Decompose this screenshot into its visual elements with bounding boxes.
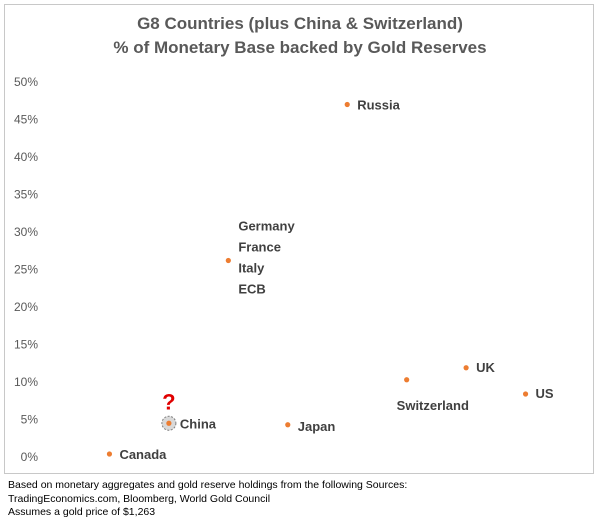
y-tick-label: 10%	[14, 375, 38, 389]
point-canada	[106, 451, 113, 457]
point-label-uk: UK	[476, 360, 495, 375]
point-us	[522, 391, 529, 397]
point-uk	[463, 365, 469, 371]
point-label-us: US	[536, 386, 554, 401]
footnote-line-3: Assumes a gold price of $1,263	[8, 506, 156, 518]
point-russia	[344, 101, 350, 108]
y-tick-label: 25%	[14, 263, 38, 277]
y-axis: 0% 5% 10% 15% 20% 25% 30% 35% 40% 45% 50%	[14, 75, 38, 464]
chart-title-line-1: G8 Countries (plus China & Switzerland)	[137, 14, 463, 33]
point-label-canada: Canada	[119, 447, 167, 462]
point-label-ecb: ECB	[238, 282, 265, 297]
chart-frame	[4, 4, 594, 474]
plot-area: Canada China? Germany France Italy ECB Japan Ru…	[106, 98, 554, 462]
y-tick-label: 40%	[14, 150, 38, 164]
point-label-switzerland: Switzerland	[397, 398, 469, 413]
point-germany	[225, 257, 231, 264]
footnote: Based on monetary aggregates and gold re…	[8, 479, 407, 520]
point-label-russia: Russia	[357, 98, 400, 113]
point-label-japan: Japan	[298, 419, 336, 434]
chart-title-line-2: % of Monetary Base backed by Gold Reserv…	[113, 38, 487, 57]
scatter-chart: 0% 5% 10% 15% 20% 25% 30% 35% 40% 45% 50% Canada Ch…	[14, 75, 554, 464]
question-mark-annotation: ?	[162, 389, 175, 414]
footnote-line-1: Based on monetary aggregates and gold re…	[8, 479, 408, 491]
point-label-italy: Italy	[238, 261, 265, 276]
point-china	[166, 420, 172, 426]
y-tick-label: 45%	[14, 113, 38, 127]
y-tick-label: 0%	[21, 450, 39, 464]
point-label-germany: Germany	[238, 219, 295, 234]
y-tick-label: 5%	[21, 413, 39, 427]
y-tick-label: 30%	[14, 225, 38, 239]
point-label-france: France	[238, 240, 281, 255]
point-japan	[285, 422, 291, 428]
y-tick-label: 35%	[14, 188, 38, 202]
y-tick-label: 50%	[14, 75, 38, 89]
point-switzerland	[404, 377, 410, 383]
y-tick-label: 15%	[14, 338, 38, 352]
footnote-line-2: TradingEconomics.com, Bloomberg, World G…	[8, 492, 271, 505]
point-label-china: China	[180, 416, 217, 431]
y-tick-label: 20%	[14, 300, 38, 314]
